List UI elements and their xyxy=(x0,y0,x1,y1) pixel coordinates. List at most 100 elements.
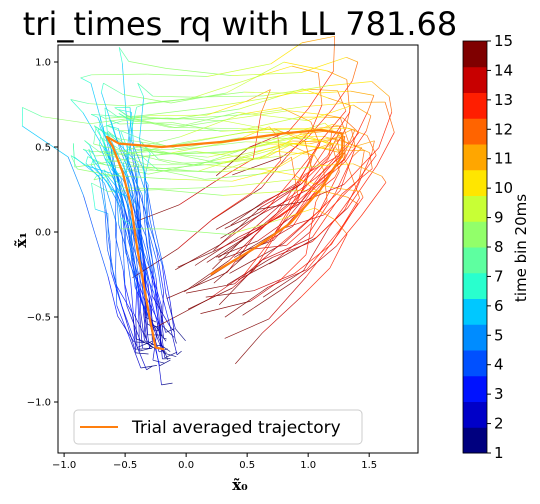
trial-segment xyxy=(243,91,309,94)
trial-segment xyxy=(232,170,272,182)
colorbar-tick-label: 8 xyxy=(494,238,504,256)
trial-segment xyxy=(224,212,260,229)
trial-segment xyxy=(120,130,129,150)
trial-segment xyxy=(217,158,254,181)
trial-segment xyxy=(204,173,261,180)
trial-segment xyxy=(312,194,342,238)
trial-segment xyxy=(216,143,290,161)
trial-segment xyxy=(176,350,182,356)
trial-segment xyxy=(344,111,368,160)
trial-segment xyxy=(137,82,154,97)
trial-segment xyxy=(261,65,293,76)
trial-segment xyxy=(229,218,284,235)
trial-segment xyxy=(133,341,146,344)
trial-segment xyxy=(161,293,170,322)
trial-segment xyxy=(101,92,116,138)
trial-segment xyxy=(212,231,251,270)
trial-segment xyxy=(140,311,145,341)
trial-segment xyxy=(88,149,96,169)
trial-segment xyxy=(122,270,128,306)
trial-segment xyxy=(150,270,162,306)
x-tick-label: −1.0 xyxy=(52,460,76,471)
trial-segment xyxy=(95,167,117,195)
trial-segment xyxy=(273,128,306,142)
trial-segment xyxy=(118,47,129,62)
trial-segment xyxy=(118,113,134,122)
trial-segment xyxy=(142,156,145,179)
trial-segment xyxy=(104,107,108,132)
trial-segment xyxy=(310,121,321,145)
trial-segment xyxy=(289,144,313,156)
trial-segment xyxy=(278,153,303,168)
trial-segment xyxy=(309,136,345,145)
trial-segment xyxy=(270,156,292,172)
trial-segment xyxy=(143,309,150,349)
trial-segment xyxy=(293,144,321,178)
trial-segment xyxy=(80,77,92,84)
trial-segment xyxy=(128,61,167,69)
trial-segment xyxy=(139,347,151,352)
colorbar-segment xyxy=(463,41,487,68)
trial-segment xyxy=(121,306,136,343)
trial-segment xyxy=(152,95,191,98)
trial-segment xyxy=(70,155,78,170)
x-axis-label: x̃₀ xyxy=(232,476,248,494)
trial-segment xyxy=(234,245,280,285)
trial-segment xyxy=(267,144,291,157)
trial-segment xyxy=(120,130,145,141)
trial-segment xyxy=(137,210,141,239)
trial-segment xyxy=(325,129,352,143)
trial-segment xyxy=(124,284,134,318)
trial-segment xyxy=(283,219,310,244)
trial-segment xyxy=(186,283,235,294)
trial-segment xyxy=(87,165,112,174)
trial-segment xyxy=(347,196,358,205)
trial-segment xyxy=(148,297,154,331)
trial-segment xyxy=(337,140,341,158)
trial-segment xyxy=(228,224,266,261)
trial-segment xyxy=(156,252,164,292)
trial-segment xyxy=(246,89,271,102)
trial-segment xyxy=(371,140,375,154)
trial-segment xyxy=(323,135,338,141)
trial-segment xyxy=(291,65,319,74)
trial-segment xyxy=(317,110,347,145)
trial-segment xyxy=(136,204,180,222)
trial-segment xyxy=(212,192,252,220)
trial-segment xyxy=(226,61,285,94)
trial-segment xyxy=(312,209,345,242)
trial-segment xyxy=(126,115,177,120)
trial-segment xyxy=(304,141,312,168)
trial-segment xyxy=(213,206,262,251)
trial-segment xyxy=(378,111,393,148)
trial-segment xyxy=(135,273,138,316)
trial-segment xyxy=(138,285,145,310)
trial-segment xyxy=(291,156,298,195)
trial-segment xyxy=(70,99,90,105)
colorbar-segment xyxy=(463,401,487,428)
trial-segment xyxy=(339,197,364,231)
trial-segment xyxy=(301,151,324,184)
trial-segment xyxy=(116,286,133,313)
trial-segment xyxy=(333,36,336,72)
trial-segment xyxy=(163,351,169,360)
trial-segment xyxy=(127,163,138,198)
trial-segment xyxy=(281,186,315,217)
trial-segment xyxy=(230,201,265,226)
trial-segment xyxy=(280,214,325,230)
trial-segment xyxy=(145,221,158,261)
y-tick-label: 1.0 xyxy=(35,58,51,69)
trial-segment xyxy=(308,71,334,109)
trial-segment xyxy=(99,137,101,146)
trial-segment xyxy=(302,184,345,203)
trial-segment xyxy=(107,249,118,287)
trial-segment xyxy=(135,342,147,370)
trial-segment xyxy=(274,194,308,234)
trial-segment xyxy=(22,125,69,158)
trial-segment xyxy=(126,196,133,223)
trial-segment xyxy=(300,267,331,298)
trial-segment xyxy=(257,213,297,242)
trial-segment xyxy=(346,163,360,199)
trial-segment xyxy=(169,126,239,130)
